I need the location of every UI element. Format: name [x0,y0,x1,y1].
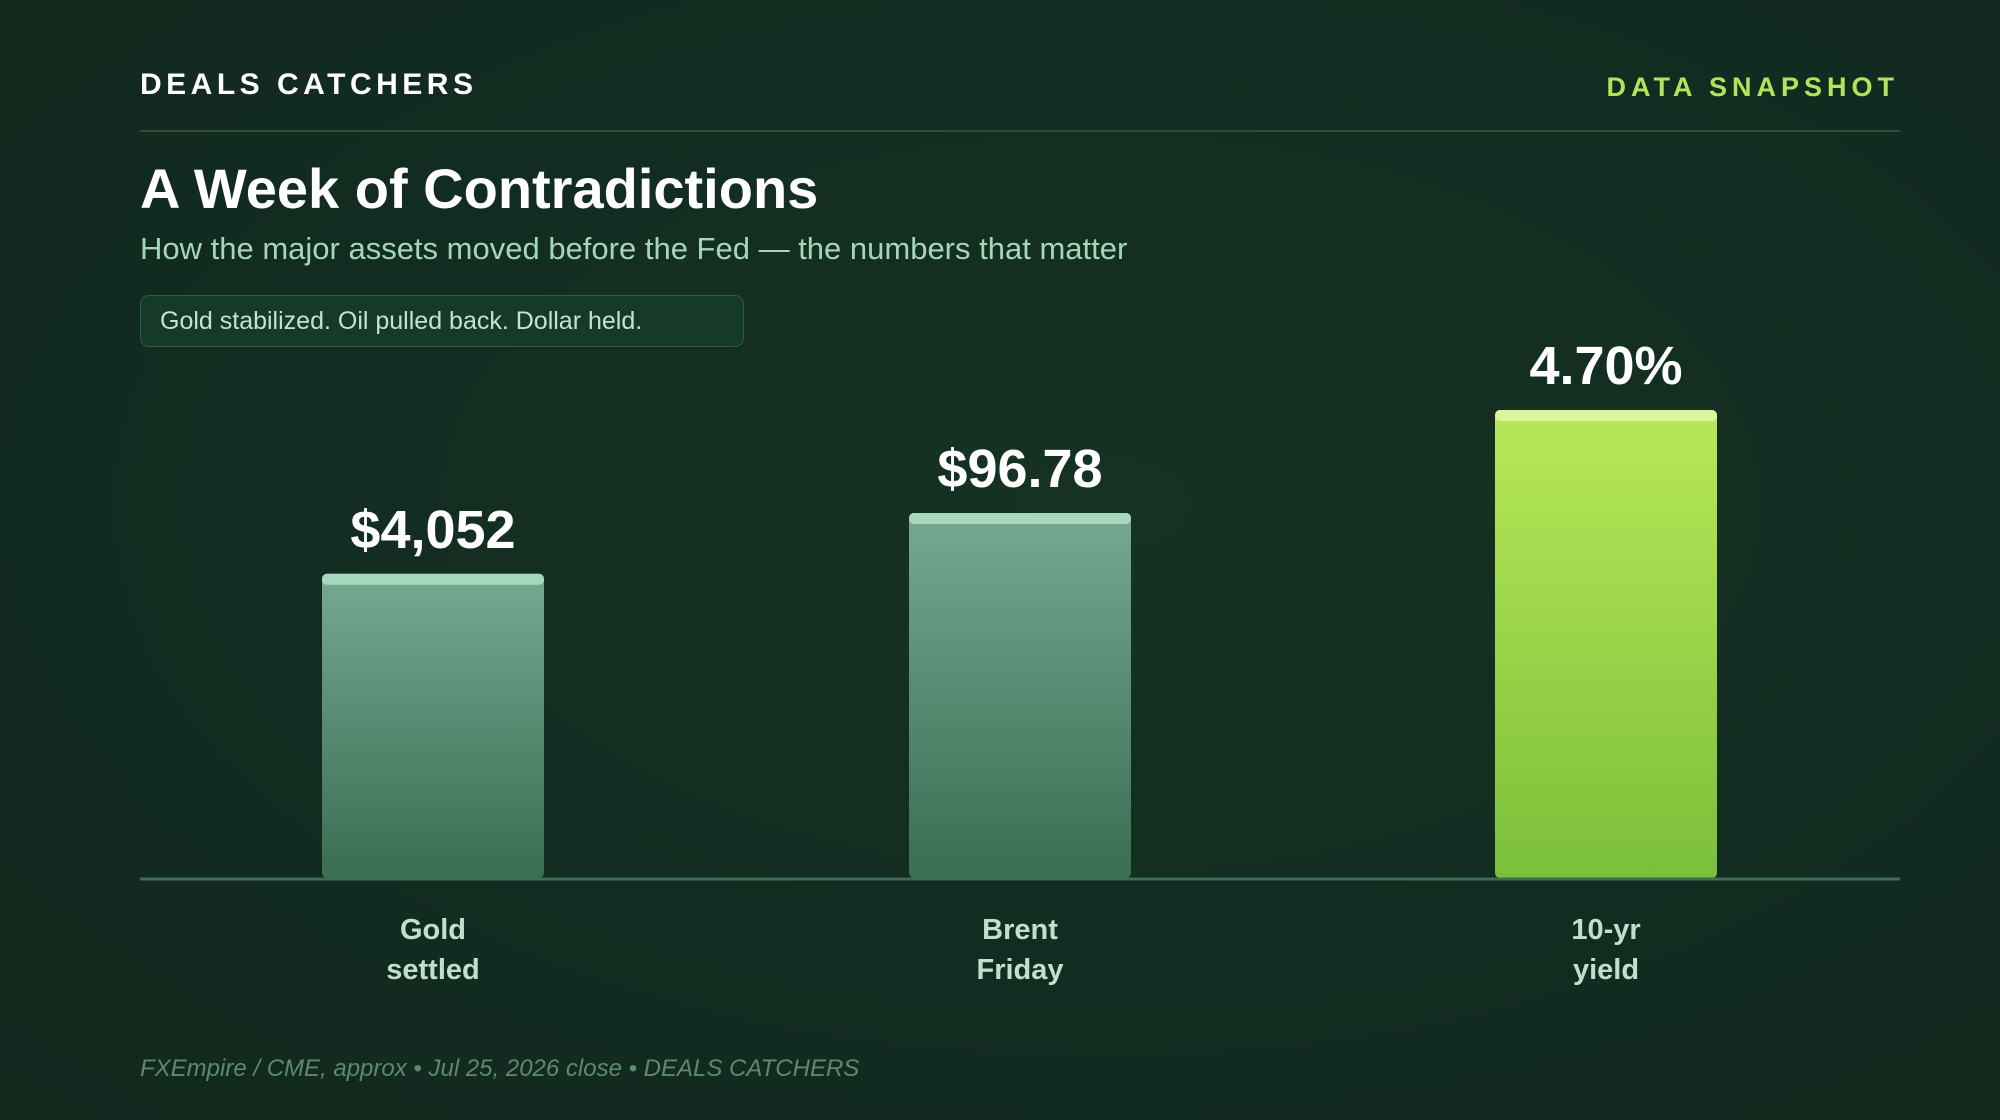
data-label: $4,052 [350,500,515,560]
bar-cap [909,512,1131,524]
summary-badge: Gold stabilized. Oil pulled back. Dollar… [140,295,744,347]
category-label: yield [1573,954,1639,986]
data-label: $96.78 [937,439,1102,499]
category-label: 10-yr [1571,914,1640,946]
bar [322,573,544,878]
section-tag: DATA SNAPSHOT [1606,72,1899,102]
bar [1495,410,1717,878]
source-footnote: FXEmpire / CME, approx • Jul 25, 2026 cl… [140,1055,860,1082]
page-title: A Week of Contradictions [140,157,819,220]
category-label: Brent [982,914,1058,946]
category-label: Friday [976,954,1063,986]
data-label: 4.70% [1529,336,1682,396]
bar-cap [322,573,544,585]
bar-cap [1495,410,1717,421]
page-subtitle: How the major assets moved before the Fe… [140,231,1128,266]
header-divider [140,130,1900,132]
brand-name: DEALS CATCHERS [140,68,478,101]
bars-group: $4,052 Gold settled $96.78 Brent Friday 4.70% 1… [322,336,1717,986]
category-label: settled [386,954,479,986]
category-label: Gold [400,914,466,946]
bar [909,512,1131,878]
